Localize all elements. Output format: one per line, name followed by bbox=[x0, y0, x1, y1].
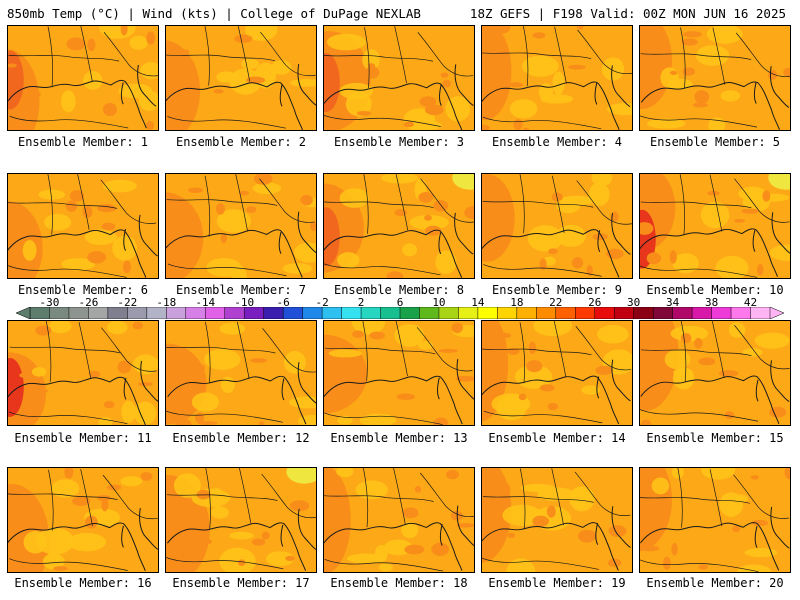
ensemble-member-caption: Ensemble Member: 6 bbox=[17, 283, 149, 297]
colorbar-tick-label: 14 bbox=[471, 296, 485, 309]
temperature-colorbar bbox=[16, 307, 784, 319]
ensemble-member-caption: Ensemble Member: 18 bbox=[330, 576, 468, 590]
ensemble-member-map bbox=[165, 173, 317, 279]
ensemble-member-map bbox=[323, 25, 475, 131]
colorbar-tick-label: -30 bbox=[39, 296, 60, 309]
ensemble-member-caption: Ensemble Member: 3 bbox=[333, 135, 465, 149]
ensemble-member-map bbox=[639, 173, 791, 279]
colorbar-tick-label: -2 bbox=[315, 296, 329, 309]
colorbar-tick-label: 2 bbox=[357, 296, 365, 309]
ensemble-member-caption: Ensemble Member: 12 bbox=[172, 431, 310, 445]
colorbar-tick-label: -22 bbox=[117, 296, 138, 309]
ensemble-member-map bbox=[7, 25, 159, 131]
chart-title: 850mb Temp (°C) | Wind (kts) | College o… bbox=[7, 6, 421, 21]
ensemble-member-map bbox=[481, 173, 633, 279]
ensemble-member-caption: Ensemble Member: 13 bbox=[330, 431, 468, 445]
ensemble-member-caption: Ensemble Member: 16 bbox=[14, 576, 152, 590]
colorbar-tick-label: 34 bbox=[666, 296, 680, 309]
ensemble-member-caption: Ensemble Member: 8 bbox=[333, 283, 465, 297]
ensemble-member-map bbox=[481, 320, 633, 426]
colorbar-right-arrow bbox=[769, 307, 784, 319]
ensemble-member-caption: Ensemble Member: 19 bbox=[488, 576, 626, 590]
ensemble-member-map bbox=[323, 467, 475, 573]
colorbar-left-arrow bbox=[16, 307, 31, 319]
ensemble-member-caption: Ensemble Member: 17 bbox=[172, 576, 310, 590]
ensemble-member-map bbox=[7, 173, 159, 279]
colorbar-tick-label: 42 bbox=[743, 296, 758, 309]
ensemble-member-map bbox=[165, 467, 317, 573]
ensemble-member-caption: Ensemble Member: 10 bbox=[646, 283, 784, 297]
ensemble-member-caption: Ensemble Member: 14 bbox=[488, 431, 626, 445]
ensemble-member-map bbox=[639, 467, 791, 573]
ensemble-member-caption: Ensemble Member: 4 bbox=[491, 135, 623, 149]
ensemble-member-caption: Ensemble Member: 9 bbox=[491, 283, 623, 297]
colorbar-tick-label: -10 bbox=[234, 296, 255, 309]
ensemble-member-map bbox=[323, 320, 475, 426]
colorbar-tick-label: 26 bbox=[588, 296, 602, 309]
ensemble-member-map bbox=[481, 25, 633, 131]
ensemble-member-map bbox=[7, 320, 159, 426]
colorbar-tick-label: 22 bbox=[549, 296, 563, 309]
ensemble-member-caption: Ensemble Member: 11 bbox=[14, 431, 152, 445]
ensemble-member-caption: Ensemble Member: 2 bbox=[175, 135, 307, 149]
ensemble-member-map bbox=[323, 173, 475, 279]
ensemble-member-map bbox=[7, 467, 159, 573]
colorbar-tick-label: -14 bbox=[195, 296, 216, 309]
ensemble-member-caption: Ensemble Member: 1 bbox=[17, 135, 149, 149]
colorbar-tick-label: 6 bbox=[396, 296, 404, 309]
ensemble-member-caption: Ensemble Member: 7 bbox=[175, 283, 307, 297]
colorbar-tick-label: 10 bbox=[432, 296, 446, 309]
ensemble-member-map bbox=[639, 25, 791, 131]
run-valid-time: 18Z GEFS | F198 Valid: 00Z MON JUN 16 20… bbox=[469, 6, 786, 21]
ensemble-member-caption: Ensemble Member: 5 bbox=[649, 135, 781, 149]
colorbar-tick-label: -26 bbox=[78, 296, 99, 309]
ensemble-member-map bbox=[165, 25, 317, 131]
colorbar-tick-label: 38 bbox=[704, 296, 719, 309]
ensemble-member-map bbox=[639, 320, 791, 426]
colorbar-tick-label: -18 bbox=[156, 296, 177, 309]
colorbar-tick-label: 18 bbox=[510, 296, 524, 309]
colorbar-tick-label: 30 bbox=[627, 296, 641, 309]
colorbar-tick-label: -6 bbox=[276, 296, 290, 309]
ensemble-member-caption: Ensemble Member: 20 bbox=[646, 576, 784, 590]
ensemble-member-map bbox=[481, 467, 633, 573]
ensemble-member-map bbox=[165, 320, 317, 426]
ensemble-member-caption: Ensemble Member: 15 bbox=[646, 431, 784, 445]
